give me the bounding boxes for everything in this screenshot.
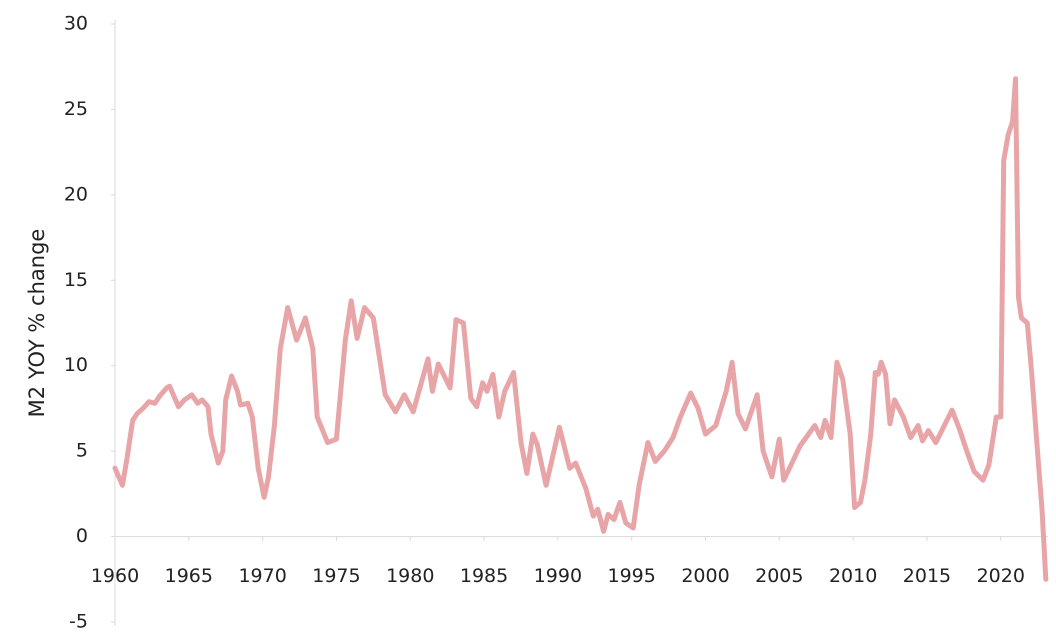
line-series — [112, 76, 1049, 582]
x-tick-label: 1995 — [608, 565, 656, 587]
x-tick-label: 1965 — [165, 565, 213, 587]
y-tick-label: 30 — [64, 13, 88, 35]
x-tick-label: 2020 — [977, 565, 1025, 587]
x-tick-label: 1990 — [534, 565, 582, 587]
x-tick-label: 2005 — [755, 565, 803, 587]
x-tick-label: 1970 — [238, 565, 286, 587]
x-tick-label: 2000 — [681, 565, 729, 587]
y-tick-label: 20 — [64, 183, 88, 205]
x-tick-label: 1975 — [312, 565, 360, 587]
x-tick-label: 1960 — [91, 565, 139, 587]
y-axis-label: M2 YOY % change — [25, 229, 49, 418]
x-tick-label: 1985 — [460, 565, 508, 587]
y-tick-label: 5 — [76, 440, 88, 462]
y-tick-label: 25 — [64, 98, 88, 120]
x-tick-label: 2015 — [903, 565, 951, 587]
y-tick-label: -5 — [69, 611, 88, 632]
y-tick-label: 15 — [64, 269, 88, 291]
x-tick-label: 1980 — [386, 565, 434, 587]
x-tick-label: 2010 — [829, 565, 877, 587]
y-tick-label: 0 — [76, 525, 88, 547]
y-tick-label: 10 — [64, 354, 88, 376]
